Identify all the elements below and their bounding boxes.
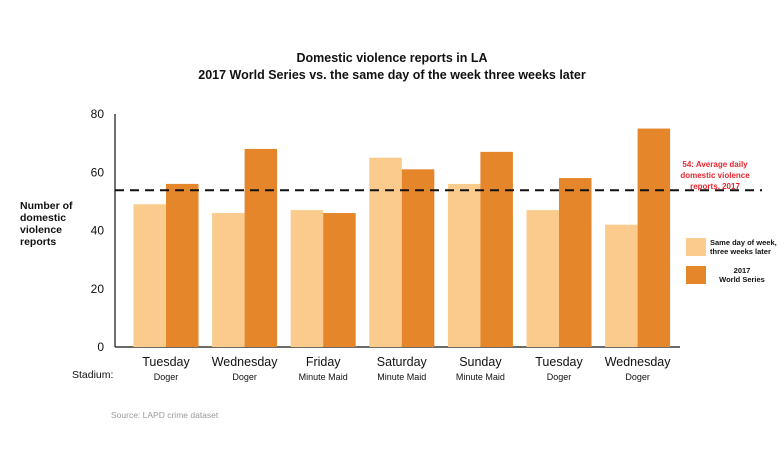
- stadium-label: Doger: [232, 372, 257, 382]
- stadium-label: Minute Maid: [456, 372, 505, 382]
- y-tick-label: 40: [91, 224, 105, 238]
- legend-label-line: World Series: [719, 275, 765, 284]
- x-category-label: Sunday: [459, 355, 502, 369]
- bar-three-weeks-later: [212, 213, 245, 347]
- average-annotation: 54: Average daily domestic violence repo…: [660, 159, 770, 192]
- title-line: Domestic violence reports in LA: [296, 51, 488, 65]
- stadium-label: Minute Maid: [299, 372, 348, 382]
- bar-world-series: [323, 213, 356, 347]
- stadium-label: Doger: [154, 372, 179, 382]
- y-axis-label-line: reports: [20, 236, 57, 248]
- y-tick-label: 80: [91, 107, 105, 121]
- legend-label: Same day of week, three weeks later: [710, 238, 777, 256]
- bar-three-weeks-later: [290, 210, 324, 347]
- x-category-label: Tuesday: [142, 355, 190, 369]
- average-annotation-line: reports, 2017: [690, 182, 740, 191]
- y-axis-label: Number of domestic violence reports: [20, 200, 73, 248]
- legend-label-line: 2017: [733, 266, 751, 275]
- x-category-label: Friday: [306, 355, 341, 369]
- average-annotation-line: 54: Average daily: [682, 160, 748, 169]
- subtitle-line: 2017 World Series vs. the same day of th…: [198, 68, 586, 82]
- x-category-label: Saturday: [377, 355, 428, 369]
- stadium-label: Doger: [547, 372, 572, 382]
- y-axis-label-line: domestic: [20, 212, 67, 224]
- legend-swatch-light: [686, 238, 706, 256]
- stadium-row-label: Stadium:: [72, 369, 114, 381]
- y-tick-label: 60: [91, 165, 105, 179]
- legend-label-line: Same day of week,: [710, 238, 777, 247]
- bar-three-weeks-later: [526, 210, 559, 347]
- y-axis-label-line: Number of: [20, 200, 73, 212]
- bar-three-weeks-later: [133, 204, 166, 347]
- stadium-label: Minute Maid: [377, 372, 426, 382]
- legend-label-line: three weeks later: [710, 247, 771, 256]
- bar-world-series: [401, 169, 435, 347]
- y-axis-label-line: violence: [20, 224, 63, 236]
- legend-swatch-dark: [686, 266, 706, 284]
- bar-three-weeks-later: [447, 183, 481, 347]
- y-ticks: 0 20 40 60 80: [91, 107, 105, 354]
- bar-world-series: [244, 148, 278, 347]
- bar-three-weeks-later: [369, 157, 402, 347]
- x-category-label: Tuesday: [535, 355, 583, 369]
- bar-world-series: [559, 178, 592, 347]
- average-annotation-line: domestic violence: [680, 171, 750, 180]
- bar-world-series: [637, 128, 671, 347]
- x-category-label: Wednesday: [212, 355, 279, 369]
- x-category-label: Wednesday: [605, 355, 672, 369]
- stadium-label: Doger: [625, 372, 650, 382]
- category-labels: Tuesday Doger Wednesday Doger Friday Minute M…: [142, 355, 671, 382]
- y-tick-label: 0: [97, 340, 104, 354]
- bar-world-series: [166, 183, 199, 347]
- bar-world-series: [480, 151, 513, 347]
- legend-label: 2017 World Series: [710, 266, 774, 284]
- source-note: Source: LAPD crime dataset: [111, 410, 219, 420]
- bar-three-weeks-later: [605, 224, 638, 347]
- chart-title: Domestic violence reports in LA 2017 Wor…: [0, 50, 784, 84]
- y-tick-label: 20: [91, 282, 105, 296]
- bars: [133, 128, 671, 347]
